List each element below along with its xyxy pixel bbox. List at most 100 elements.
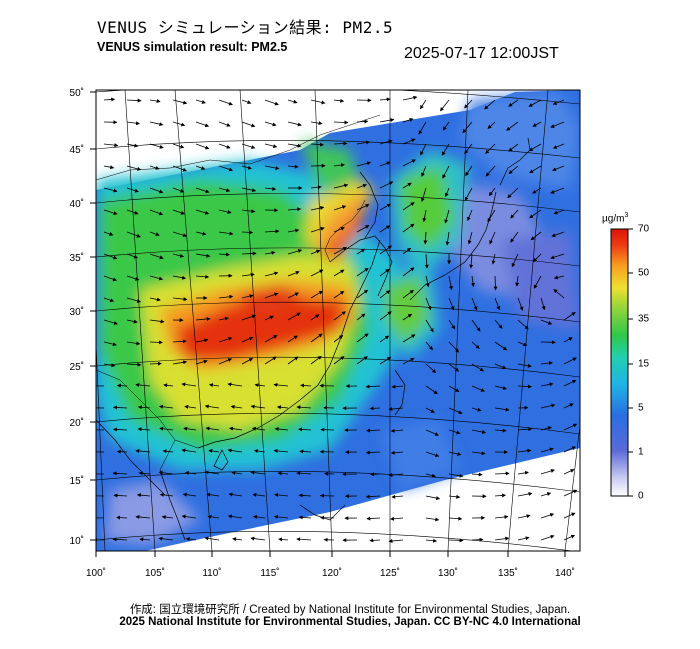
wind-arrow [540,513,555,519]
wind-arrow [379,335,390,343]
wind-arrow [287,207,302,212]
wind-arrow [195,338,209,343]
wind-arrow [126,121,140,126]
wind-arrow [333,269,345,277]
wind-arrow [195,231,207,236]
wind-arrow [402,357,415,365]
wind-arrow [116,515,128,520]
wind-arrow [515,275,520,287]
wind-arrow [103,253,118,260]
wind-arrow [494,428,507,433]
wind-arrow [356,204,370,211]
wind-arrow [540,534,555,541]
wind-arrow [425,451,440,458]
wind-arrow [494,385,507,390]
wind-arrow [402,289,414,299]
wind-arrow [137,405,151,410]
wind-arrow [298,515,312,520]
wind-arrow [444,209,450,224]
wind-arrow [448,275,453,291]
wind-arrow [402,247,412,255]
wind-arrow [365,384,381,389]
wind-arrow [103,275,117,282]
wind-arrow [421,165,427,177]
colorbar [610,228,633,497]
forecast-timestamp: 2025-07-17 12:00JST [404,45,559,62]
wind-arrow [356,119,369,124]
wind-arrow [126,253,139,259]
wind-arrow [356,267,369,277]
lat-tick-label: 35˚ [70,252,84,264]
wind-arrow [448,385,460,392]
wind-arrow [540,426,552,431]
wind-arrow [126,297,142,303]
wind-arrow [540,469,555,475]
wind-arrow [471,319,481,332]
wind-arrow [440,99,450,112]
wind-arrow [251,426,266,431]
wind-arrow [218,231,234,236]
wind-arrow [487,121,496,129]
wind-arrow [550,187,565,194]
wind-arrow [356,225,370,233]
wind-arrow [126,98,142,103]
wind-arrow [264,165,280,170]
wind-arrow [471,363,484,372]
title-english: VENUS simulation result: PM2.5 [97,40,288,54]
wind-arrow [103,341,117,347]
lon-tick-label: 125˚ [380,567,400,579]
wind-arrow [333,227,345,233]
wind-arrow [425,517,440,522]
wind-arrow [494,407,510,412]
wind-arrow [379,161,391,167]
wind-arrow [462,121,473,134]
wind-arrow [489,231,496,245]
wind-arrow [333,163,345,168]
wind-arrow [508,143,519,152]
wind-arrow [112,537,128,542]
wind-arrow [204,470,220,475]
wind-arrow [333,290,345,299]
wind-arrow [540,403,556,409]
wind-arrow [471,472,483,477]
wind-arrow [448,341,460,353]
wind-arrow [464,187,473,202]
wind-arrow [402,159,416,167]
wind-arrow [379,225,391,233]
wind-arrow [241,143,256,149]
wind-arrow [278,537,289,542]
wind-arrow [298,427,312,432]
wind-arrow [448,429,461,435]
wind-arrow [425,363,437,374]
wind-arrow [508,99,519,107]
wind-arrow [390,516,404,521]
wind-arrow [264,99,279,106]
wind-arrow [158,404,174,409]
wind-arrow [390,428,404,433]
credit-line-2: 2025 National Institute for Environmenta… [119,616,581,628]
lat-tick-label: 40˚ [70,198,84,210]
wind-arrow [402,267,415,277]
wind-arrow [264,271,279,277]
wind-arrow [529,209,542,219]
wind-arrow [333,98,345,103]
wind-arrow [517,363,532,368]
wind-arrow [162,449,174,454]
wind-arrow [126,209,139,215]
wind-arrow [485,143,496,154]
wind-arrow [264,315,274,321]
wind-arrow [103,97,116,102]
lon-tick-label: 110˚ [202,567,221,579]
wind-arrow [471,537,484,542]
wind-arrow [195,274,210,279]
wind-arrow [517,536,530,541]
wind-arrow [333,205,347,211]
wind-arrow [448,297,455,311]
wind-arrow [310,142,324,147]
wind-arrow [252,492,266,497]
wind-arrow [205,426,220,431]
wind-arrow [241,99,252,104]
wind-arrow [276,405,289,410]
wind-arrow [402,334,416,343]
wind-arrow [250,536,266,541]
